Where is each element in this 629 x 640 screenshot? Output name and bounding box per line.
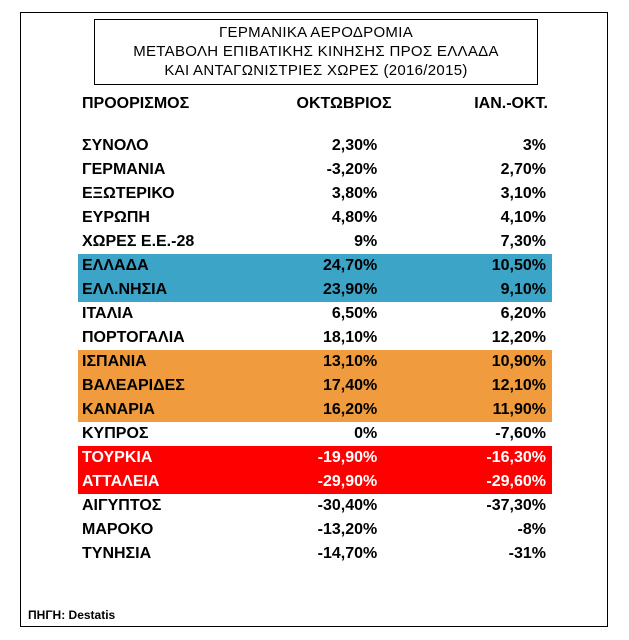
- cell-destination: ΚΥΠΡΟΣ: [78, 422, 287, 446]
- cell-destination: ΕΞΩΤΕΡΙΚΟ: [78, 182, 287, 206]
- cell-destination: ΕΛΛ.ΝΗΣΙΑ: [78, 278, 287, 302]
- cell-jan-oct: 7,30%: [419, 230, 552, 254]
- table-row: ΤΥΝΗΣΙΑ-14,70%-31%: [78, 542, 552, 566]
- table-row: ΧΩΡΕΣ Ε.Ε.-289%7,30%: [78, 230, 552, 254]
- cell-october: 16,20%: [287, 398, 420, 422]
- cell-destination: ΧΩΡΕΣ Ε.Ε.-28: [78, 230, 287, 254]
- cell-october: -3,20%: [287, 158, 420, 182]
- cell-october: -14,70%: [287, 542, 420, 566]
- cell-october: -13,20%: [287, 518, 420, 542]
- header-jan-oct: ΙΑΝ.-ΟΚΤ.: [419, 92, 552, 116]
- table-row: ΓΕΡΜΑΝΙΑ-3,20%2,70%: [78, 158, 552, 182]
- table-row: ΕΛΛΑΔΑ24,70%10,50%: [78, 254, 552, 278]
- cell-jan-oct: 12,10%: [419, 374, 552, 398]
- cell-destination: ΑΤΤΑΛΕΙΑ: [78, 470, 287, 494]
- cell-destination: ΜΑΡΟΚΟ: [78, 518, 287, 542]
- table-row: ΚΥΠΡΟΣ0%-7,60%: [78, 422, 552, 446]
- cell-october: 6,50%: [287, 302, 420, 326]
- table-row: ΑΙΓΥΠΤΟΣ-30,40%-37,30%: [78, 494, 552, 518]
- cell-destination: ΑΙΓΥΠΤΟΣ: [78, 494, 287, 518]
- cell-destination: ΤΥΝΗΣΙΑ: [78, 542, 287, 566]
- cell-destination: ΕΥΡΩΠΗ: [78, 206, 287, 230]
- cell-october: 0%: [287, 422, 420, 446]
- cell-destination: ΚΑΝΑΡΙΑ: [78, 398, 287, 422]
- table-row: ΑΤΤΑΛΕΙΑ-29,90%-29,60%: [78, 470, 552, 494]
- cell-october: -30,40%: [287, 494, 420, 518]
- cell-jan-oct: 4,10%: [419, 206, 552, 230]
- cell-destination: ΣΥΝΟΛΟ: [78, 134, 287, 158]
- title-line-2: ΜΕΤΑΒΟΛΗ ΕΠΙΒΑΤΙΚΗΣ ΚΙΝΗΣΗΣ ΠΡΟΣ ΕΛΛΑΔΑ: [101, 43, 531, 62]
- cell-october: 24,70%: [287, 254, 420, 278]
- cell-jan-oct: 3,10%: [419, 182, 552, 206]
- table-row: ΚΑΝΑΡΙΑ16,20%11,90%: [78, 398, 552, 422]
- cell-destination: ΙΣΠΑΝΙΑ: [78, 350, 287, 374]
- header-destination: ΠΡΟΟΡΙΣΜΟΣ: [78, 92, 287, 116]
- cell-jan-oct: 6,20%: [419, 302, 552, 326]
- cell-october: 3,80%: [287, 182, 420, 206]
- cell-jan-oct: 3%: [419, 134, 552, 158]
- table-row: ΣΥΝΟΛΟ2,30%3%: [78, 134, 552, 158]
- table-row: ΠΟΡΤΟΓΑΛΙΑ18,10%12,20%: [78, 326, 552, 350]
- cell-october: 17,40%: [287, 374, 420, 398]
- cell-october: 4,80%: [287, 206, 420, 230]
- cell-jan-oct: 10,50%: [419, 254, 552, 278]
- header-gap: [78, 116, 552, 134]
- cell-destination: ΓΕΡΜΑΝΙΑ: [78, 158, 287, 182]
- title-box: ΓΕΡΜΑΝΙΚΑ ΑΕΡΟΔΡΟΜΙΑ ΜΕΤΑΒΟΛΗ ΕΠΙΒΑΤΙΚΗΣ…: [94, 19, 538, 85]
- cell-october: -19,90%: [287, 446, 420, 470]
- cell-jan-oct: 9,10%: [419, 278, 552, 302]
- data-table-wrap: ΠΡΟΟΡΙΣΜΟΣ ΟΚΤΩΒΡΙΟΣ ΙΑΝ.-ΟΚΤ. ΣΥΝΟΛΟ2,3…: [78, 92, 552, 566]
- cell-october: 18,10%: [287, 326, 420, 350]
- cell-october: 23,90%: [287, 278, 420, 302]
- cell-destination: ΙΤΑΛΙΑ: [78, 302, 287, 326]
- source-label: ΠΗΓΗ: Destatis: [28, 608, 115, 622]
- cell-jan-oct: -8%: [419, 518, 552, 542]
- cell-jan-oct: 12,20%: [419, 326, 552, 350]
- table-row: ΙΤΑΛΙΑ6,50%6,20%: [78, 302, 552, 326]
- cell-jan-oct: -31%: [419, 542, 552, 566]
- cell-jan-oct: -29,60%: [419, 470, 552, 494]
- table-row: ΕΥΡΩΠΗ4,80%4,10%: [78, 206, 552, 230]
- table-row: ΙΣΠΑΝΙΑ13,10%10,90%: [78, 350, 552, 374]
- table-header-row: ΠΡΟΟΡΙΣΜΟΣ ΟΚΤΩΒΡΙΟΣ ΙΑΝ.-ΟΚΤ.: [78, 92, 552, 116]
- cell-destination: ΤΟΥΡΚΙΑ: [78, 446, 287, 470]
- table-row: ΤΟΥΡΚΙΑ-19,90%-16,30%: [78, 446, 552, 470]
- cell-october: 13,10%: [287, 350, 420, 374]
- cell-october: -29,90%: [287, 470, 420, 494]
- cell-jan-oct: 2,70%: [419, 158, 552, 182]
- cell-jan-oct: 11,90%: [419, 398, 552, 422]
- cell-jan-oct: -7,60%: [419, 422, 552, 446]
- header-october: ΟΚΤΩΒΡΙΟΣ: [287, 92, 420, 116]
- cell-jan-oct: -16,30%: [419, 446, 552, 470]
- title-line-1: ΓΕΡΜΑΝΙΚΑ ΑΕΡΟΔΡΟΜΙΑ: [101, 24, 531, 43]
- table-row: ΕΞΩΤΕΡΙΚΟ3,80%3,10%: [78, 182, 552, 206]
- cell-october: 9%: [287, 230, 420, 254]
- data-table: ΠΡΟΟΡΙΣΜΟΣ ΟΚΤΩΒΡΙΟΣ ΙΑΝ.-ΟΚΤ. ΣΥΝΟΛΟ2,3…: [78, 92, 552, 566]
- cell-october: 2,30%: [287, 134, 420, 158]
- table-row: ΜΑΡΟΚΟ-13,20%-8%: [78, 518, 552, 542]
- cell-destination: ΠΟΡΤΟΓΑΛΙΑ: [78, 326, 287, 350]
- table-row: ΒΑΛΕΑΡΙΔΕΣ17,40%12,10%: [78, 374, 552, 398]
- cell-jan-oct: 10,90%: [419, 350, 552, 374]
- table-body: ΣΥΝΟΛΟ2,30%3%ΓΕΡΜΑΝΙΑ-3,20%2,70%ΕΞΩΤΕΡΙΚ…: [78, 134, 552, 566]
- cell-jan-oct: -37,30%: [419, 494, 552, 518]
- title-line-3: ΚΑΙ ΑΝΤΑΓΩΝΙΣΤΡΙΕΣ ΧΩΡΕΣ (2016/2015): [101, 62, 531, 81]
- table-row: ΕΛΛ.ΝΗΣΙΑ23,90%9,10%: [78, 278, 552, 302]
- cell-destination: ΕΛΛΑΔΑ: [78, 254, 287, 278]
- cell-destination: ΒΑΛΕΑΡΙΔΕΣ: [78, 374, 287, 398]
